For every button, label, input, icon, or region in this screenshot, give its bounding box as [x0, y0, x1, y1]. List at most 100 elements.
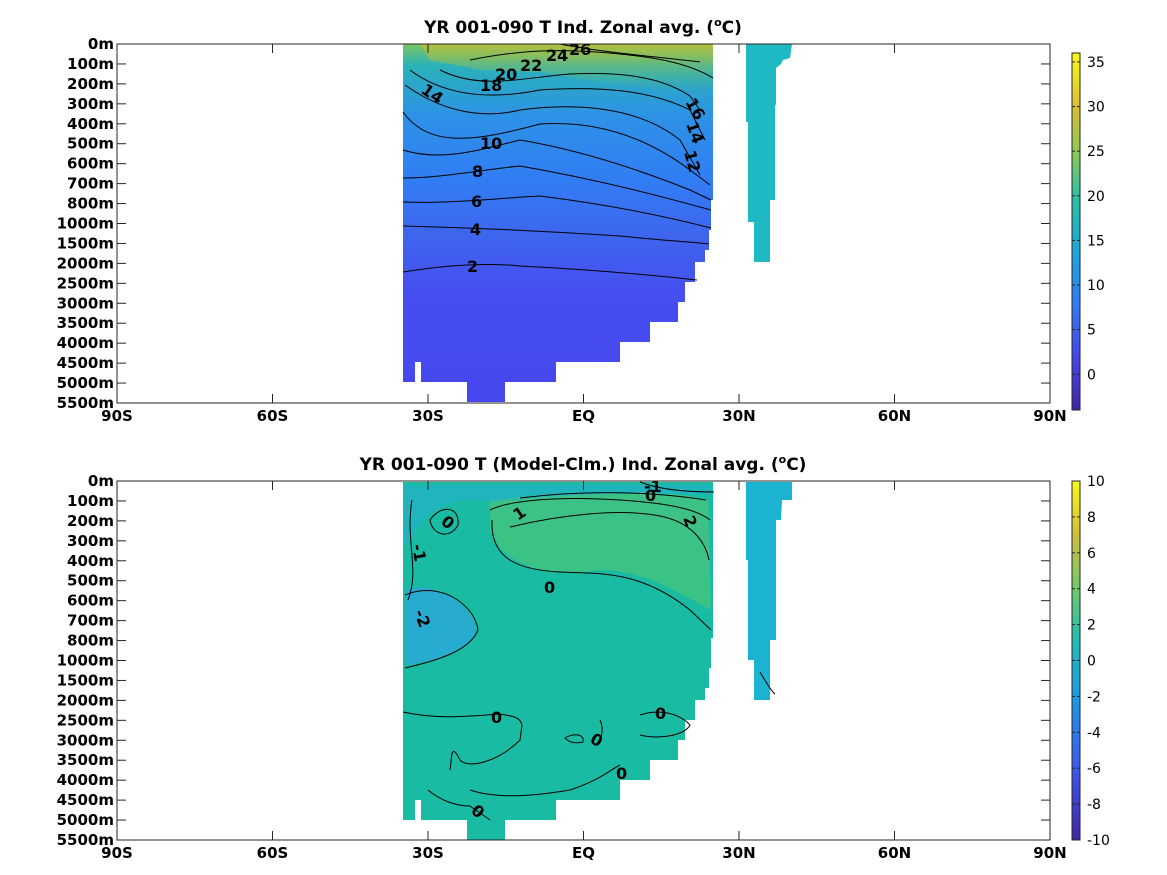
x-tick-label: 60N [878, 407, 911, 425]
y-tick-label: 2000m [57, 691, 114, 709]
contour-label: 2 [467, 257, 478, 276]
contour-label: 22 [520, 56, 542, 75]
y-tick-label: 3500m [57, 314, 114, 332]
y-tick-label: 600m [67, 155, 114, 173]
panel-1-y-ticks: 0m100m200m300m400m500m600m700m800m1000m1… [57, 35, 1050, 412]
y-tick-label: 5000m [57, 811, 114, 829]
colorbar-tick-label: 8 [1087, 510, 1096, 526]
y-tick-label: 5500m [57, 394, 114, 412]
panel-2-y-ticks: 0m 100m 200m 300m 400m 500m 600m 700m 800m 1000m1… [57, 472, 1050, 849]
contour-label: 26 [569, 40, 591, 59]
y-tick-label: 4500m [57, 354, 114, 372]
y-tick-label: 500m [67, 135, 114, 153]
y-tick-label: 3000m [57, 731, 114, 749]
x-tick-label: 60N [878, 844, 911, 862]
y-tick-label: 5500m [57, 831, 114, 849]
y-tick-label: 700m [67, 175, 114, 193]
contour-label: 8 [472, 162, 483, 181]
y-tick-label: 100m [67, 492, 114, 510]
y-tick-label: 200m [67, 512, 114, 530]
y-tick-label: 4000m [57, 334, 114, 352]
panel-1-field [403, 44, 792, 402]
colorbar-2-ticks: 10 8 6 4 2 0 -2 -4 -6 -8 -10 [1072, 474, 1110, 849]
colorbar-tick-label: 2 [1087, 618, 1096, 634]
y-tick-label: 3000m [57, 294, 114, 312]
y-tick-label: 2500m [57, 274, 114, 292]
x-tick-label: EQ [572, 844, 595, 862]
y-tick-label: 500m [67, 572, 114, 590]
contour-label: 0 [544, 578, 555, 597]
colorbar-tick-label: 25 [1087, 144, 1105, 160]
panel-1-title: YR 001-090 T Ind. Zonal avg. (oC) [423, 16, 742, 38]
colorbar-tick-label: 5 [1087, 323, 1096, 339]
colorbar-1-ticks: 35 30 25 20 15 10 5 0 [1072, 55, 1105, 383]
contour-label: 4 [470, 220, 481, 239]
y-tick-label: 800m [67, 632, 114, 650]
panel-2-title: YR 001-090 T (Model-Clm.) Ind. Zonal avg… [359, 453, 807, 475]
y-tick-label: 2500m [57, 711, 114, 729]
colorbar-tick-label: 15 [1087, 233, 1105, 249]
x-tick-label: 30S [412, 844, 444, 862]
y-tick-label: 4000m [57, 771, 114, 789]
panel-anomaly: YR 001-090 T (Model-Clm.) Ind. Zonal avg… [57, 453, 1110, 862]
contour-label: 24 [546, 46, 568, 65]
contour-label: -2 [410, 607, 434, 630]
contour-label: 0 [616, 764, 627, 783]
colorbar-tick-label: 0 [1087, 654, 1096, 670]
colorbar-tick-label: -10 [1087, 833, 1110, 849]
contour-label: 6 [471, 192, 482, 211]
panel-1-contours [402, 43, 714, 281]
y-tick-label: 400m [67, 552, 114, 570]
colorbar-tick-label: -6 [1087, 761, 1101, 777]
x-tick-label: EQ [572, 407, 595, 425]
x-tick-label: 90N [1033, 844, 1066, 862]
contour-label: 0 [645, 486, 656, 505]
colorbar-tick-label: 35 [1087, 55, 1105, 71]
y-tick-label: 200m [67, 75, 114, 93]
y-tick-label: 5000m [57, 374, 114, 392]
contour-label: 20 [495, 65, 517, 84]
panel-temperature: YR 001-090 T Ind. Zonal avg. (oC) 26 24 … [57, 16, 1105, 425]
y-tick-label: 1000m [57, 215, 114, 233]
y-tick-label: 0m [88, 35, 114, 53]
panel-2-field [403, 482, 792, 840]
colorbar-1 [1071, 52, 1081, 411]
y-tick-label: 2000m [57, 254, 114, 272]
x-tick-label: 90N [1033, 407, 1066, 425]
colorbar-tick-label: -4 [1087, 725, 1101, 741]
y-tick-label: 800m [67, 195, 114, 213]
panel-2-x-ticks: 90S 60S 30S EQ 30N 60N 90N [101, 481, 1067, 862]
x-tick-label: 30S [412, 407, 444, 425]
x-tick-label: 60S [257, 844, 289, 862]
x-tick-label: 30N [722, 844, 755, 862]
y-tick-label: 300m [67, 95, 114, 113]
y-tick-label: 1500m [57, 234, 114, 252]
panel-1-x-ticks: 90S 60S 30S EQ 30N 60N 90N [101, 44, 1067, 425]
y-tick-label: 1000m [57, 652, 114, 670]
contour-label: 10 [480, 134, 502, 153]
panel-2-contours [402, 481, 776, 821]
contour-label: 18 [480, 76, 502, 95]
y-tick-label: 0m [88, 472, 114, 490]
y-tick-label: 3500m [57, 751, 114, 769]
contour-label: -1 [644, 477, 662, 496]
contour-label: -1 [408, 542, 430, 563]
y-tick-label: 300m [67, 532, 114, 550]
y-tick-label: 700m [67, 612, 114, 630]
contour-label: 0 [655, 704, 666, 723]
colorbar-tick-label: 10 [1087, 278, 1105, 294]
x-tick-label: 90S [101, 844, 133, 862]
colorbar-tick-label: -8 [1087, 797, 1101, 813]
x-tick-label: 60S [257, 407, 289, 425]
colorbar-tick-label: 30 [1087, 100, 1105, 116]
contour-label: 0 [491, 708, 502, 727]
colorbar-tick-label: 6 [1087, 546, 1096, 562]
colorbar-tick-label: 10 [1087, 474, 1105, 490]
colorbar-tick-label: 4 [1087, 582, 1096, 598]
colorbar-tick-label: 0 [1087, 367, 1096, 383]
y-tick-label: 1500m [57, 671, 114, 689]
x-tick-label: 90S [101, 407, 133, 425]
y-tick-label: 400m [67, 115, 114, 133]
y-tick-label: 600m [67, 592, 114, 610]
